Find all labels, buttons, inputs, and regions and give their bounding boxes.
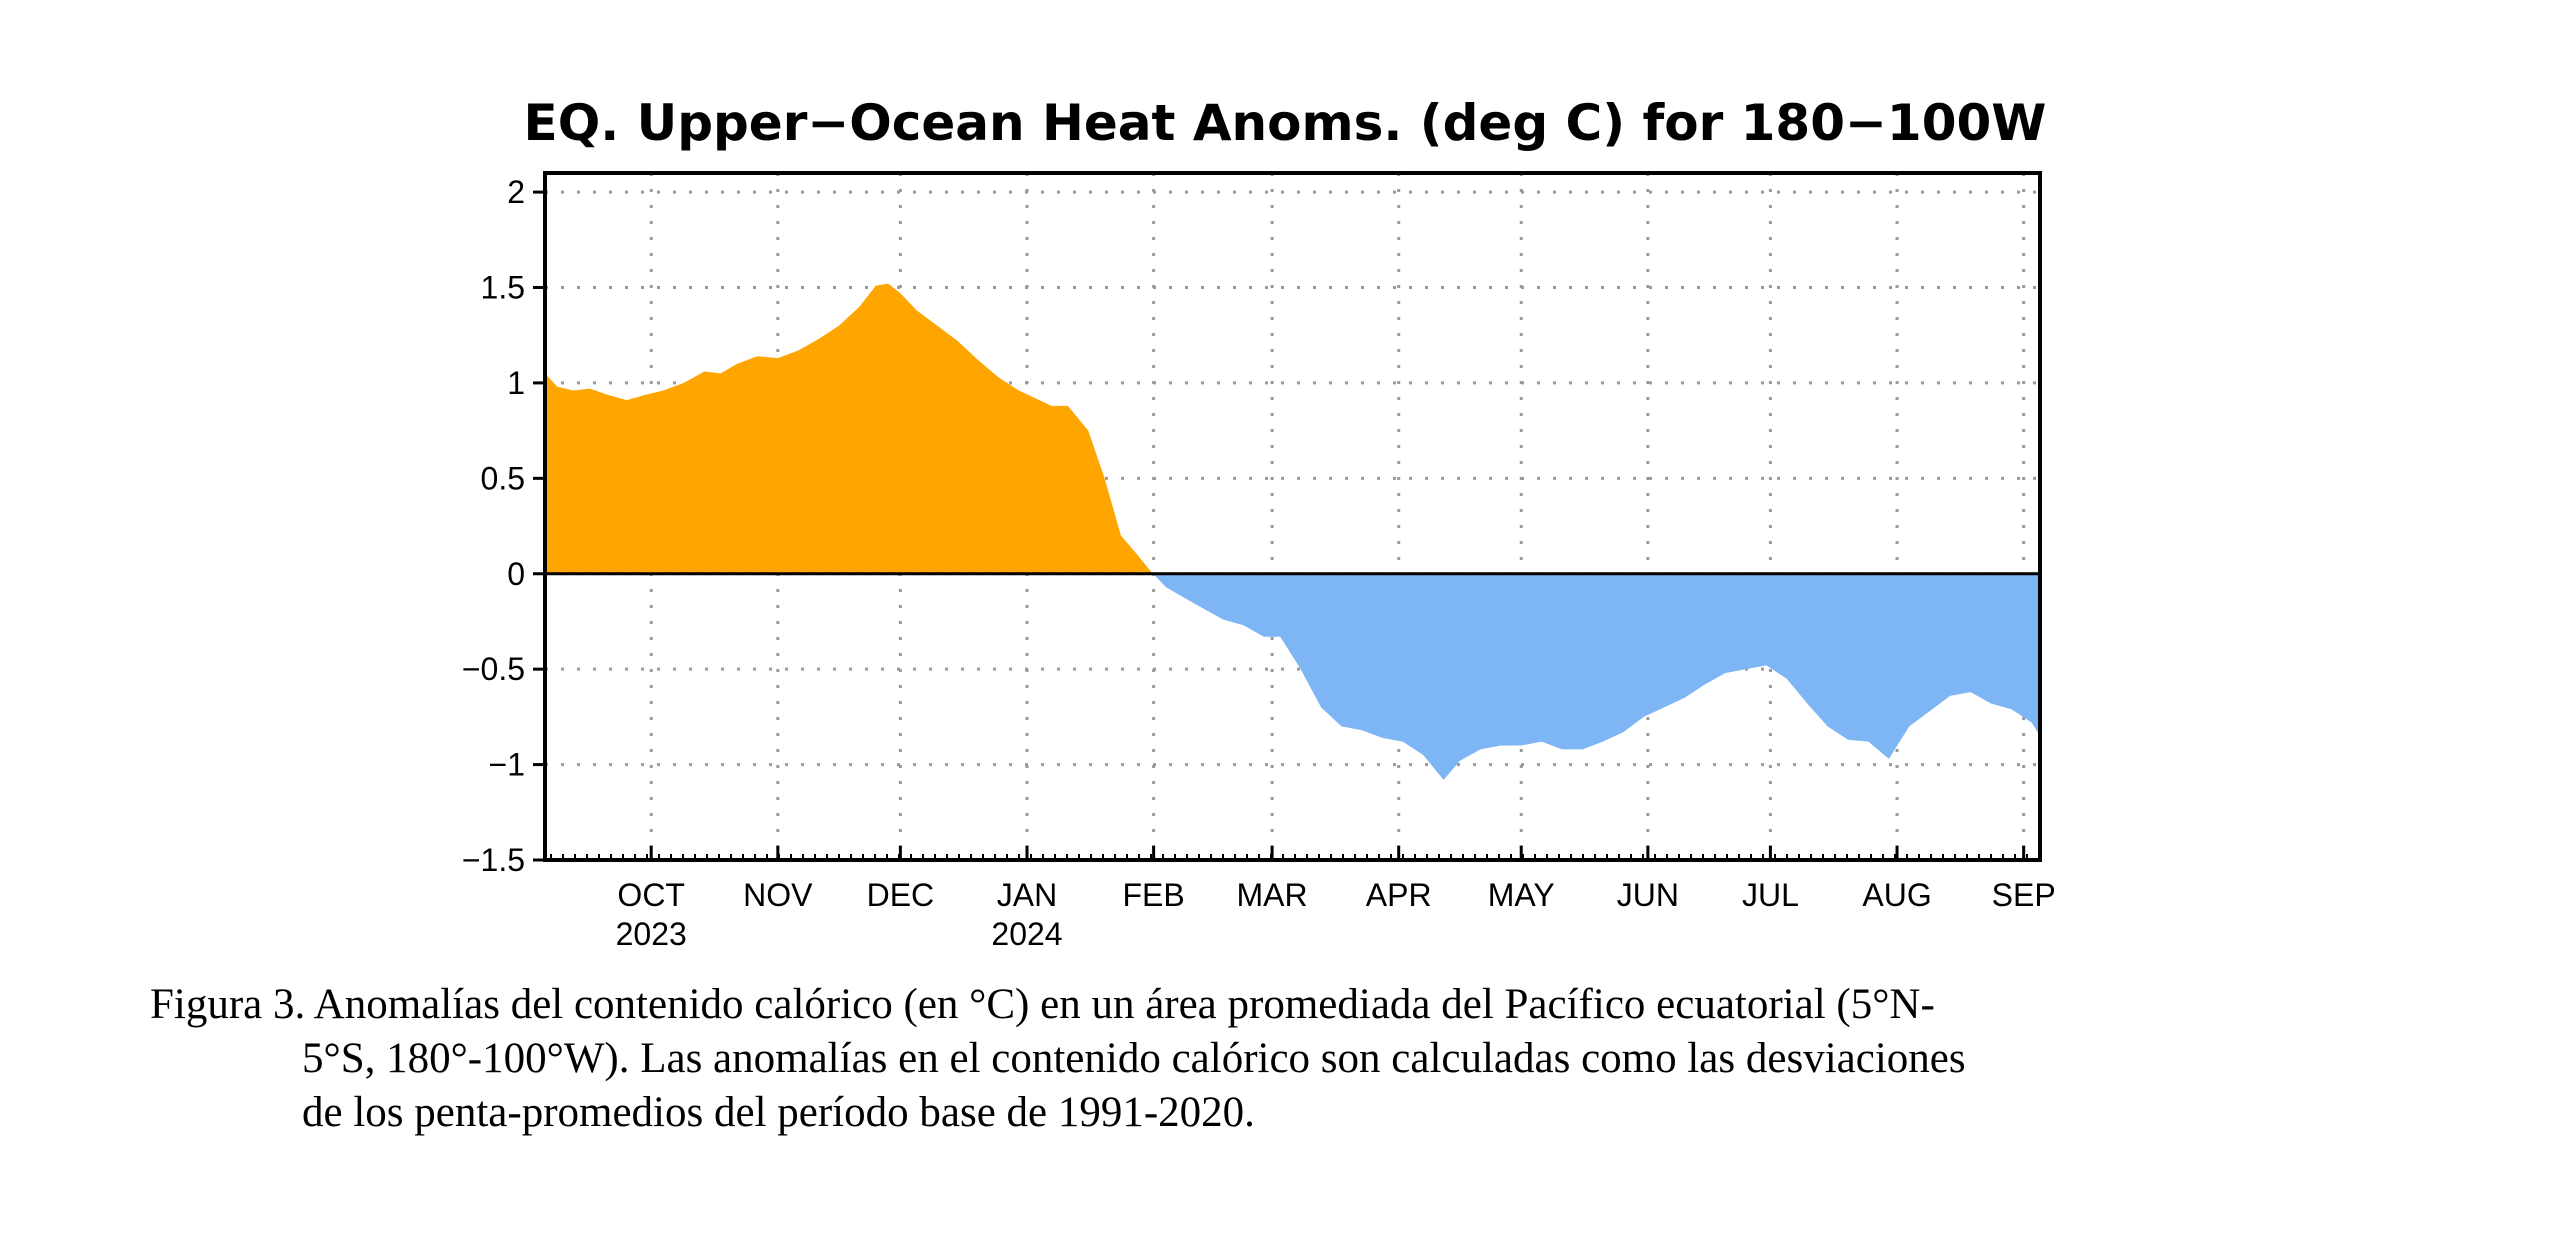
y-tick-label: 0.5 <box>481 460 525 496</box>
y-tick-label: 1 <box>507 365 525 401</box>
figure-caption: Figura 3. Anomalías del contenido calóri… <box>150 978 2270 1140</box>
plot-frame <box>543 171 2042 862</box>
x-tick-label: SEP <box>1992 877 2056 913</box>
negative-anomaly-area <box>1153 573 2040 780</box>
y-tick-label: 2 <box>507 174 525 210</box>
x-tick-label: AUG <box>1862 877 1931 913</box>
grid-lines <box>545 173 2040 860</box>
chart-title: EQ. Upper−Ocean Heat Anoms. (deg C) for … <box>524 94 2047 152</box>
caption-line-1: Figura 3. Anomalías del contenido calóri… <box>150 981 1935 1028</box>
x-tick-year-label: 2024 <box>991 916 1062 952</box>
x-tick-label: JAN <box>997 877 1057 913</box>
y-tick-label: 0 <box>507 556 525 592</box>
positive-anomaly-area <box>545 283 1154 574</box>
x-tick-label: FEB <box>1123 877 1185 913</box>
x-tick-year-label: 2023 <box>616 916 687 952</box>
caption-line-2: 5°S, 180°-100°W). Las anomalías en el co… <box>302 1035 1966 1082</box>
axes <box>543 171 2042 862</box>
x-tick-label: OCT <box>617 877 685 913</box>
anomaly-areas <box>545 283 2040 780</box>
y-tick-label: −0.5 <box>462 651 525 687</box>
x-tick-label: APR <box>1366 877 1432 913</box>
y-tick-label: −1 <box>489 747 525 783</box>
x-tick-label: DEC <box>867 877 935 913</box>
y-tick-label: −1.5 <box>462 842 525 878</box>
caption-line-3: de los penta-promedios del período base … <box>302 1089 1255 1136</box>
x-tick-label: JUN <box>1617 877 1679 913</box>
x-tick-label: JUL <box>1742 877 1799 913</box>
y-axis-ticks: 2 1.5 1 0.5 0 −0.5 −1 −1.5 <box>462 174 545 878</box>
y-tick-label: 1.5 <box>481 270 525 306</box>
x-tick-label: NOV <box>743 877 813 913</box>
x-tick-label: MAR <box>1237 877 1308 913</box>
x-tick-label: MAY <box>1488 877 1555 913</box>
